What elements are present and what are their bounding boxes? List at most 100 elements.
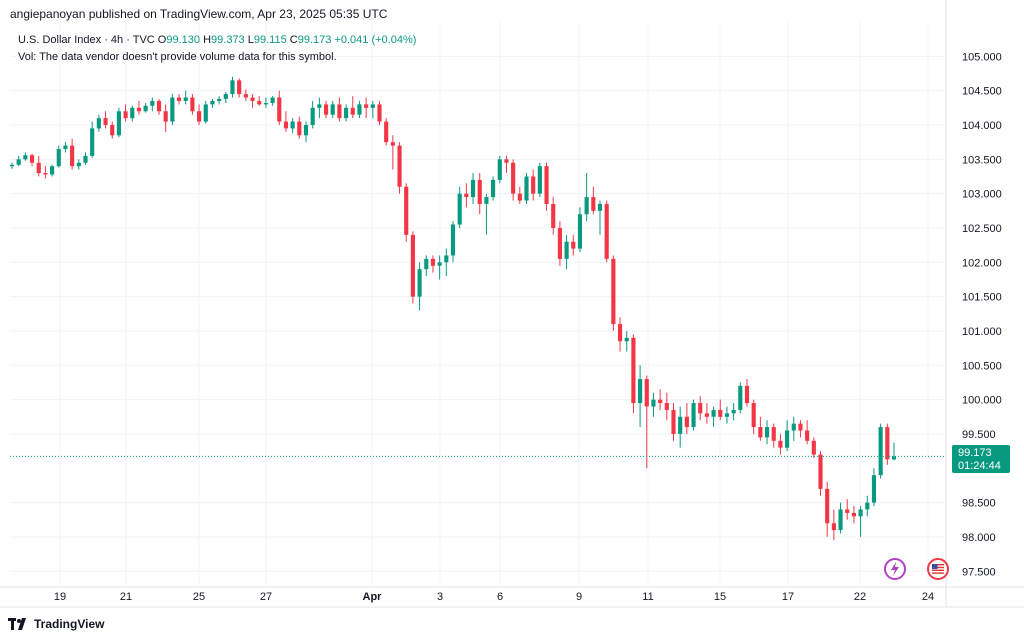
candle-body xyxy=(397,145,402,187)
candle-body xyxy=(190,97,195,112)
y-tick-label: 98.500 xyxy=(962,498,996,510)
candle-body xyxy=(310,107,315,125)
candle-body xyxy=(277,97,282,122)
bar-countdown-label: 01:24:44 xyxy=(958,460,1001,472)
symbol-name[interactable]: U.S. Dollar Index · 4h · TVC xyxy=(18,34,155,46)
x-tick-label: 27 xyxy=(260,591,272,603)
candle-body xyxy=(390,142,395,146)
candle-body xyxy=(270,97,275,104)
candle-body xyxy=(691,403,696,428)
high-label: H xyxy=(203,34,212,46)
candle-body xyxy=(611,258,616,325)
candle-body xyxy=(845,509,850,513)
candle-body xyxy=(404,186,409,235)
candle-body xyxy=(651,399,656,407)
candle-body xyxy=(724,413,730,417)
close-label: C xyxy=(289,34,298,46)
candle-body xyxy=(96,118,101,129)
candle-body xyxy=(671,409,676,434)
candle-body xyxy=(731,409,736,414)
candle-body xyxy=(551,203,556,228)
candle-body xyxy=(631,337,636,404)
tradingview-logo-icon xyxy=(8,618,26,630)
publisher-line: angiepanoyan published on TradingView.co… xyxy=(10,7,388,21)
candle-body xyxy=(303,124,309,136)
lightning-event-icon[interactable] xyxy=(884,558,906,580)
candle-body xyxy=(50,166,55,175)
candle-body xyxy=(497,159,502,180)
x-tick-label: 19 xyxy=(54,591,66,603)
candle-body xyxy=(891,456,897,460)
x-tick-label: 25 xyxy=(193,591,205,603)
candle-body xyxy=(838,509,843,531)
candle-body xyxy=(544,166,549,204)
candle-body xyxy=(43,173,48,175)
candle-body xyxy=(764,427,770,438)
candle-body xyxy=(237,80,242,95)
high-value: 99.373 xyxy=(211,34,245,46)
candle-body xyxy=(557,227,562,259)
candle-body xyxy=(624,337,629,342)
change-value: +0.041 (+0.04%) xyxy=(334,34,417,46)
y-tick-label: 100.000 xyxy=(962,395,1002,407)
candle-body xyxy=(491,179,496,198)
candle-body xyxy=(658,399,663,404)
candle-body xyxy=(644,379,649,407)
candle-body xyxy=(805,430,810,441)
candle-body xyxy=(638,379,643,404)
volume-note: Vol: The data vendor doesn't provide vol… xyxy=(18,51,337,63)
x-tick-label: 15 xyxy=(714,591,726,603)
candle-body xyxy=(437,262,442,266)
candle-body xyxy=(330,104,335,115)
candle-body xyxy=(29,155,35,163)
candle-body xyxy=(450,224,456,256)
candle-body xyxy=(323,104,329,115)
candle-body xyxy=(364,104,369,108)
candle-body xyxy=(370,104,375,108)
candle-body xyxy=(63,145,68,150)
open-label: O xyxy=(157,34,167,46)
candle-body xyxy=(357,104,362,115)
candle-body xyxy=(831,523,836,531)
candle-body xyxy=(744,385,750,404)
y-tick-label: 99.500 xyxy=(962,429,996,441)
candle-body xyxy=(470,179,476,198)
y-tick-label: 103.000 xyxy=(962,189,1002,201)
candle-body xyxy=(464,193,469,198)
y-tick-label: 100.500 xyxy=(962,360,1002,372)
candle-body xyxy=(103,118,108,125)
candle-body xyxy=(70,145,75,167)
candle-body xyxy=(36,162,41,174)
candle-body xyxy=(350,107,355,115)
candle-body xyxy=(130,107,135,119)
candle-body xyxy=(571,241,576,249)
candle-body xyxy=(711,409,716,417)
y-tick-label: 102.000 xyxy=(962,257,1002,269)
candle-body xyxy=(317,104,322,108)
candle-body xyxy=(798,423,803,431)
candle-body xyxy=(344,107,349,119)
candle-body xyxy=(176,97,182,101)
candle-body xyxy=(704,413,709,417)
y-tick-label: 98.000 xyxy=(962,532,996,544)
candle-body xyxy=(511,162,516,194)
candle-body xyxy=(377,104,382,122)
candle-body xyxy=(484,197,489,204)
candle-body xyxy=(865,502,870,510)
x-tick-label: 11 xyxy=(642,591,653,603)
tradingview-brand[interactable]: TradingView xyxy=(8,617,104,631)
candle-body xyxy=(257,100,262,105)
y-tick-label: 104.000 xyxy=(962,120,1002,132)
candle-body xyxy=(83,155,88,163)
us-flag-icon[interactable] xyxy=(927,558,949,580)
candle-body xyxy=(531,176,536,194)
candle-body xyxy=(23,155,28,160)
current-price-label: 99.173 xyxy=(958,447,992,459)
x-tick-label: 21 xyxy=(120,591,132,603)
x-tick-label: 22 xyxy=(854,591,866,603)
candle-body xyxy=(16,159,21,165)
candle-body xyxy=(110,124,115,136)
candle-body xyxy=(604,203,609,259)
